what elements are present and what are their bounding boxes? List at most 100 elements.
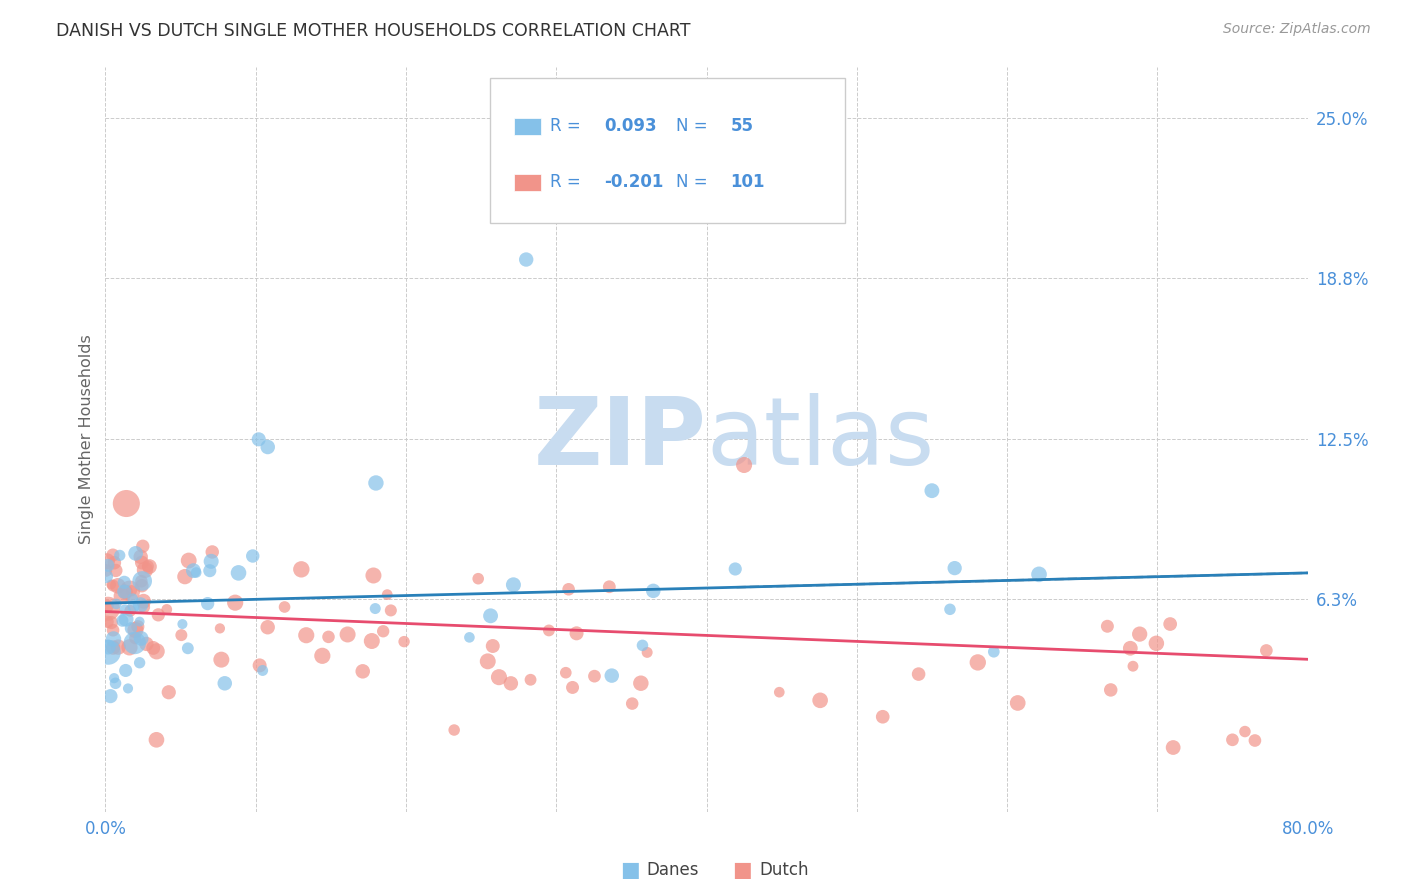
Text: 0.093: 0.093: [605, 118, 657, 136]
Point: [481, 639, 503, 653]
Point: [128, 656, 150, 670]
Point: [966, 656, 988, 670]
Point: [132, 539, 155, 553]
Point: [145, 732, 167, 747]
Point: [100, 689, 122, 703]
Point: [256, 620, 278, 634]
Point: [114, 585, 136, 599]
Point: [1007, 696, 1029, 710]
Point: [114, 664, 136, 678]
Point: [488, 670, 510, 684]
Point: [1122, 659, 1144, 673]
Point: [621, 697, 644, 711]
Point: [131, 556, 153, 570]
Text: Dutch: Dutch: [759, 861, 808, 879]
Point: [131, 574, 153, 588]
Point: [479, 608, 502, 623]
Point: [256, 440, 278, 454]
Point: [138, 559, 160, 574]
Point: [115, 496, 138, 510]
Point: [201, 545, 224, 559]
Point: [392, 634, 415, 648]
Point: [443, 723, 465, 737]
Point: [364, 475, 387, 490]
Point: [136, 559, 159, 574]
Text: Source: ZipAtlas.com: Source: ZipAtlas.com: [1223, 22, 1371, 37]
Text: DANISH VS DUTCH SINGLE MOTHER HOUSEHOLDS CORRELATION CHART: DANISH VS DUTCH SINGLE MOTHER HOUSEHOLDS…: [56, 22, 690, 40]
Text: N =: N =: [676, 118, 713, 136]
Point: [96, 599, 118, 614]
Point: [96, 615, 118, 629]
Point: [145, 644, 167, 658]
Y-axis label: Single Mother Households: Single Mother Households: [79, 334, 94, 544]
Point: [630, 676, 652, 690]
Text: ZIP: ZIP: [534, 393, 707, 485]
Point: [1256, 643, 1278, 657]
Point: [627, 150, 650, 164]
Point: [198, 564, 221, 578]
Point: [502, 578, 524, 592]
Point: [120, 583, 142, 598]
Point: [142, 640, 165, 655]
Point: [557, 582, 579, 597]
Point: [768, 685, 790, 699]
Point: [373, 624, 395, 639]
Text: ■: ■: [620, 860, 640, 880]
Point: [112, 584, 135, 599]
Point: [124, 623, 146, 637]
Point: [939, 602, 962, 616]
Point: [1161, 740, 1184, 755]
Point: [124, 631, 146, 645]
Point: [94, 564, 117, 578]
Point: [1028, 567, 1050, 582]
Text: atlas: atlas: [707, 393, 935, 485]
Text: R =: R =: [550, 173, 586, 192]
Point: [907, 667, 929, 681]
Point: [183, 564, 205, 578]
Point: [100, 577, 122, 591]
Point: [290, 562, 312, 576]
Point: [363, 568, 385, 582]
FancyBboxPatch shape: [515, 119, 541, 135]
Point: [131, 579, 153, 593]
Point: [132, 600, 155, 615]
Point: [273, 599, 295, 614]
Point: [228, 566, 250, 580]
Point: [117, 681, 139, 696]
Point: [808, 693, 831, 707]
Text: -0.201: -0.201: [605, 173, 664, 192]
Point: [311, 648, 333, 663]
Point: [380, 603, 402, 617]
Point: [1233, 724, 1256, 739]
Point: [122, 599, 145, 614]
Point: [364, 601, 387, 615]
Text: R =: R =: [550, 118, 586, 136]
Point: [631, 639, 654, 653]
Point: [209, 653, 232, 667]
Point: [375, 588, 398, 602]
Text: 55: 55: [731, 118, 754, 136]
Point: [114, 603, 136, 617]
Point: [1222, 732, 1244, 747]
Point: [132, 594, 155, 608]
Point: [352, 665, 374, 679]
Point: [247, 433, 270, 447]
Point: [983, 645, 1005, 659]
FancyBboxPatch shape: [491, 78, 845, 223]
Text: ■: ■: [733, 860, 752, 880]
Point: [174, 569, 197, 583]
Text: Danes: Danes: [647, 861, 699, 879]
Point: [643, 583, 665, 598]
Point: [129, 598, 152, 612]
Point: [124, 636, 146, 650]
Point: [943, 561, 966, 575]
Point: [101, 548, 124, 562]
Point: [112, 575, 135, 590]
Point: [208, 621, 231, 635]
Point: [519, 673, 541, 687]
Point: [107, 579, 129, 593]
Point: [177, 553, 200, 567]
Point: [600, 668, 623, 682]
Point: [252, 664, 274, 678]
Point: [128, 615, 150, 629]
